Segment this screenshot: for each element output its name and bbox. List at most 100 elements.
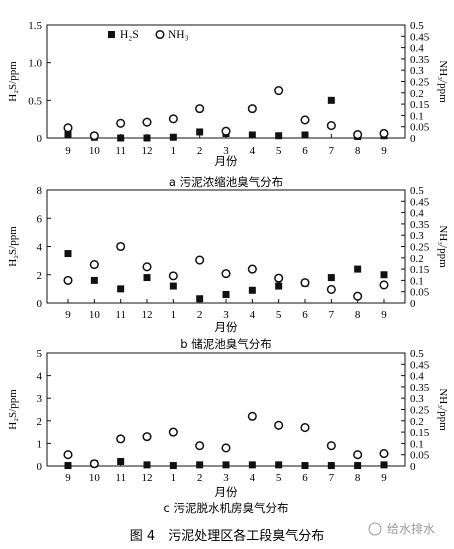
chart-panels: 00.51.01.500.050.10.150.20.250.30.350.40… [7,20,449,515]
nh3-point [89,459,99,469]
nh3-point [221,269,231,279]
x-tick-label: 11 [115,145,126,157]
h2s-point [117,134,125,142]
nh3-point [142,432,152,442]
x-tick-label: 11 [115,309,126,321]
h2s-point [354,265,362,273]
series-h2s [64,457,388,470]
nh3-point [221,443,231,453]
plot-frame [46,24,406,139]
right-tick-label: 0.05 [410,122,430,134]
x-tick-label: 12 [142,145,153,157]
x-tick-label: 3 [223,472,229,484]
nh3-point [379,449,389,459]
y-axis-label-left: H₂S/ppm [7,389,19,430]
left-tick-label: 4 [37,371,43,383]
right-tick-label: 0.05 [410,450,430,462]
right-tick-label: 0.5 [410,20,424,32]
nh3-point [142,117,152,127]
panel-caption: a 污泥浓缩池臭气分布 [169,175,283,189]
h2s-point [90,276,98,284]
nh3-point [116,118,126,128]
right-tick-label: 0.3 [410,230,424,242]
right-tick-label: 0.25 [410,405,430,417]
x-tick-label: 11 [115,472,126,484]
x-tick-label: 2 [197,309,203,321]
x-axis-label: 月份 [215,320,238,334]
nh3-point [326,441,336,451]
panel-caption: b 储泥池臭气分布 [180,337,271,351]
nh3-point [274,273,284,283]
x-tick-label: 5 [276,472,282,484]
x-tick-label: 9 [381,309,387,321]
series-nh3 [63,85,389,141]
right-tick-label: 0.3 [410,393,424,405]
right-tick-label: 0.1 [410,275,424,287]
right-tick-label: 0.5 [410,348,424,360]
nh3-point [116,241,126,252]
x-tick-label: 10 [89,472,101,484]
x-tick-label: 7 [329,145,335,157]
h2s-point [327,274,335,282]
plot-frame [46,189,406,304]
h2s-point [169,462,177,470]
x-tick-label: 8 [355,472,361,484]
nh3-point [274,420,284,430]
x-tick-label: 4 [250,145,256,157]
y-axis-label-right: NH₃/ppm [437,225,449,268]
nh3-point [195,255,205,265]
h2s-point [222,291,230,299]
nh3-point [142,262,152,272]
nh3-point [63,450,73,460]
nh3-point [195,441,205,451]
nh3-point [326,284,336,294]
nh3-point [247,104,257,114]
nh3-point [353,130,363,140]
nh3-point [300,115,310,125]
h2s-point [275,132,283,140]
right-tick-label: 0.35 [410,382,430,394]
right-tick-label: 0.15 [410,99,430,111]
nh3-point [89,131,99,141]
right-tick-label: 0.35 [410,54,430,66]
left-tick-label: 4 [37,242,43,254]
h2s-point [143,134,151,142]
x-tick-label: 5 [276,145,282,157]
h2s-point [301,131,309,139]
right-tick-label: 0.2 [410,88,424,100]
right-tick-label: 0.1 [410,110,424,122]
x-tick-label: 5 [276,309,282,321]
h2s-point [248,286,256,294]
right-tick-label: 0.3 [410,65,424,77]
nh3-point [274,85,284,96]
nh3-point [353,450,363,460]
h2s-point [354,462,362,470]
y-axis-label-left: H₂S/ppm [7,61,19,102]
x-tick-label: 8 [355,145,361,157]
h2s-point [327,462,335,470]
figure-title: 图 4 污泥处理区各工段臭气分布 [130,528,324,544]
h2s-point [169,133,177,141]
h2s-point [143,274,151,282]
nh3-point [221,126,231,136]
left-tick-label: 0 [37,461,43,473]
x-tick-label: 1 [171,309,177,321]
nh3-point [168,427,178,437]
x-tick-label: 3 [223,145,229,157]
h2s-point [64,130,72,138]
nh3-point [326,121,336,131]
h2s-point [248,131,256,139]
chart-panel-3: 01234500.050.10.150.20.250.30.350.40.450… [7,348,449,515]
x-axis-label: 月份 [215,154,238,168]
x-tick-label: 9 [381,145,387,157]
h2s-point [380,271,388,279]
y-axis-label-right: NH₃/ppm [437,60,449,103]
legend: H₂S NH₃ [108,29,189,41]
h2s-point [64,462,72,470]
y-axis-label-right: NH₃/ppm [437,388,449,431]
x-tick-label: 4 [250,309,256,321]
series-nh3 [63,411,389,469]
x-tick-label: 6 [302,309,308,321]
h2s-point [301,462,309,470]
